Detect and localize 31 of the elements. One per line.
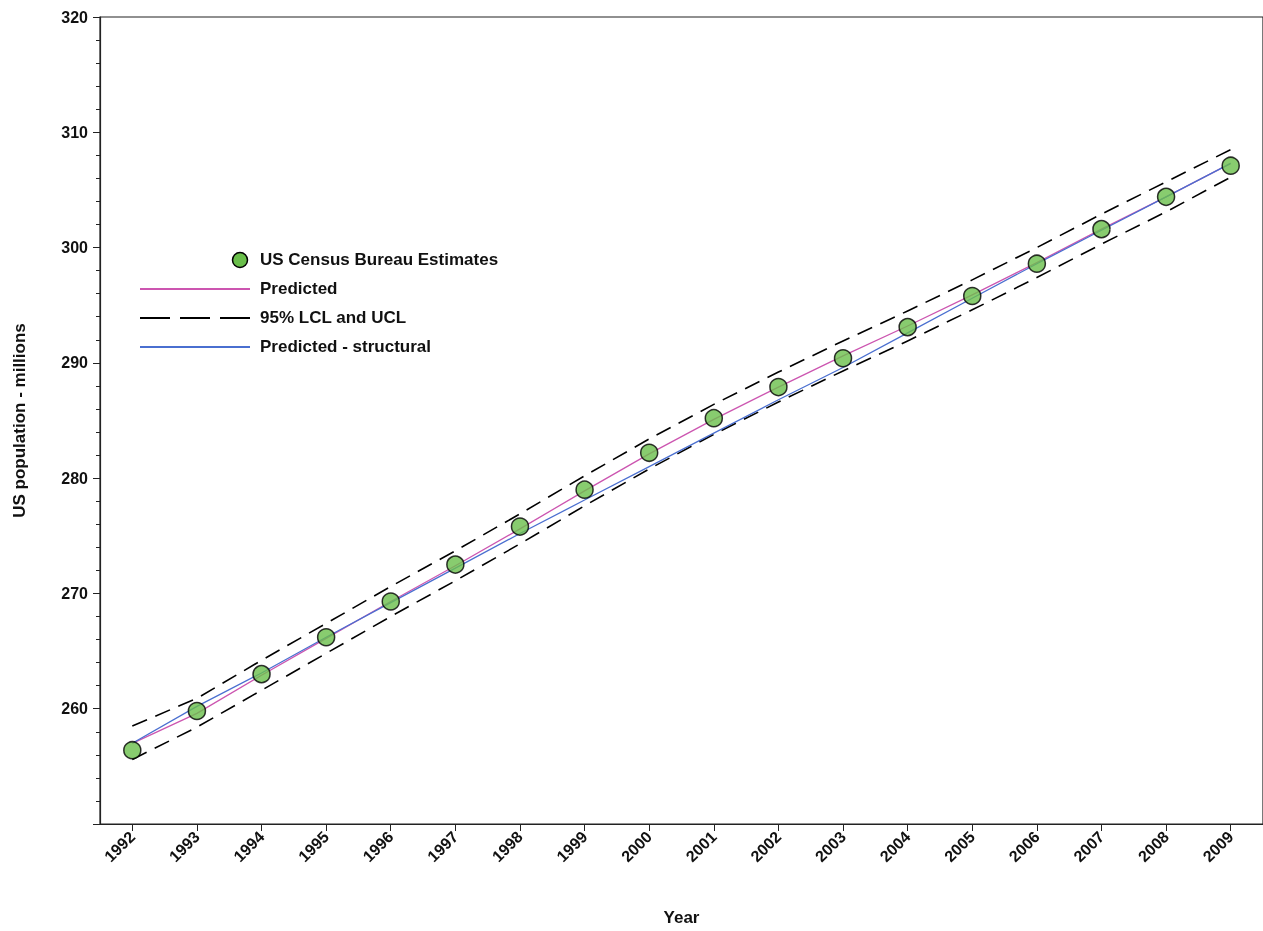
y-axis-title: US population - millions [10, 323, 29, 518]
point [446, 555, 465, 574]
point [898, 317, 917, 337]
point [510, 517, 530, 536]
point [575, 480, 594, 499]
point [833, 349, 853, 368]
legend-label: Predicted [260, 278, 338, 300]
point [1092, 219, 1111, 239]
point [123, 740, 142, 760]
legend-label: 95% LCL and UCL [260, 307, 407, 329]
y-tick-label: 320 [61, 8, 89, 26]
point [1156, 187, 1176, 207]
legend-label: US Census Bureau Estimates [260, 249, 499, 271]
point [381, 592, 400, 611]
point [316, 627, 336, 647]
point [769, 377, 788, 397]
point [252, 664, 271, 684]
point [1221, 156, 1240, 175]
y-tick-label: 290 [61, 354, 89, 372]
point [1027, 254, 1047, 273]
point [187, 701, 207, 721]
y-tick-label: 270 [61, 584, 89, 602]
y-tick-label: 310 [61, 123, 89, 141]
y-tick-label: 280 [61, 469, 89, 487]
legend-label: Predicted - structural [260, 336, 431, 358]
x-axis-title: Year [663, 908, 700, 927]
point [639, 443, 659, 463]
point [963, 286, 982, 306]
y-tick-label: 260 [61, 700, 89, 718]
point [704, 408, 724, 428]
y-tick-label: 300 [61, 239, 89, 257]
